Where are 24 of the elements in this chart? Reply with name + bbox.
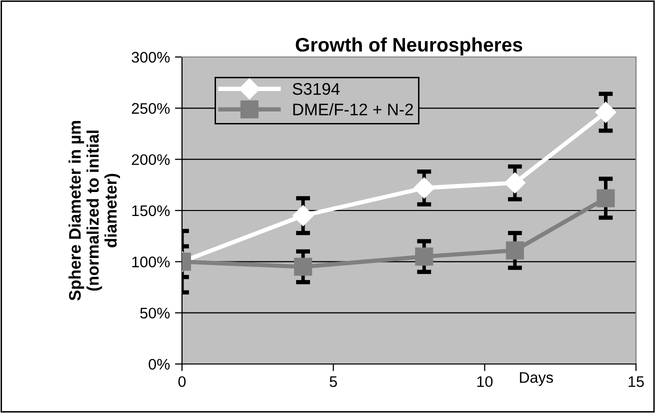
x-tick-label: 0 <box>178 376 186 388</box>
point <box>415 248 434 266</box>
point <box>596 189 615 208</box>
y-axis-title: Sphere Diameter in µm (normalized to initial diameter) <box>68 121 120 300</box>
x-tick-label: 5 <box>330 376 337 388</box>
x-tick-label: 10 <box>477 376 493 388</box>
point <box>414 177 435 198</box>
legend-label: S3194 <box>292 83 340 95</box>
y-tick-label: 300% <box>132 52 170 63</box>
y-tick-label: 200% <box>132 154 170 166</box>
x-tick-label: 15 <box>628 376 644 388</box>
y-tick-label: 250% <box>132 103 170 114</box>
y-tick-label: 50% <box>140 308 170 319</box>
point <box>506 241 524 260</box>
y-tick-label: 0% <box>148 358 170 370</box>
x-axis-title: Days <box>520 372 553 386</box>
point <box>595 102 616 123</box>
point <box>294 258 312 276</box>
point <box>504 172 526 194</box>
legend-label: DME/F-12 + N-2 <box>293 103 413 116</box>
y-tick-label: 100% <box>132 256 170 268</box>
point <box>292 205 314 226</box>
chart-title: Growth of Neurospheres <box>296 37 522 56</box>
y-tick-label: 150% <box>132 205 170 216</box>
